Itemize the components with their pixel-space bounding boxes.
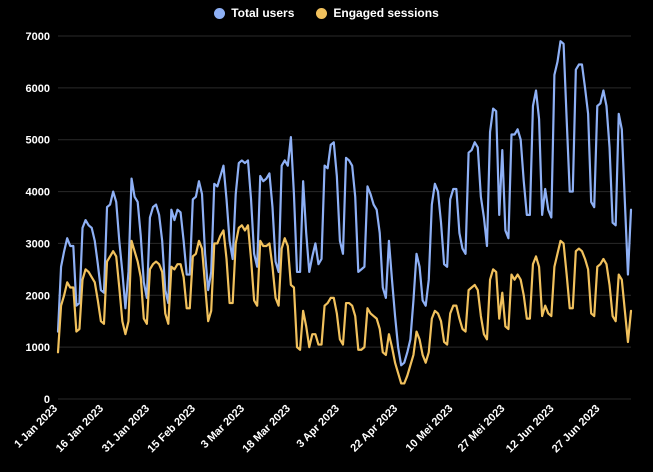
y-tick-label: 2000 [26,290,50,302]
x-tick-label: 15 Feb 2023 [145,403,198,456]
x-tick-label: 27 Mei 2023 [456,403,508,455]
y-tick-label: 4000 [26,187,50,199]
legend-swatch-total-users [214,7,226,19]
y-tick-label: 7000 [26,31,50,43]
y-tick-label: 5000 [26,135,50,147]
x-tick-label: 31 Jan 2023 [100,403,152,455]
x-tick-label: 18 Mar 2023 [240,403,293,456]
x-tick-label: 12 Jun 2023 [504,403,557,456]
x-tick-label: 16 Jan 2023 [54,403,106,455]
x-tick-label: 10 Mei 2023 [404,403,456,455]
legend: Total users Engaged sessions [0,6,653,20]
x-tick-label: 3 Apr 2023 [294,403,342,451]
y-tick-label: 1000 [26,342,50,354]
legend-item-engaged-sessions[interactable]: Engaged sessions [316,6,439,20]
series-line-total-users[interactable] [56,40,633,367]
legend-swatch-engaged-sessions [316,7,328,19]
x-tick-label: 22 Apr 2023 [348,403,400,455]
series-line-engaged-sessions[interactable] [56,224,633,385]
legend-label-total-users: Total users [231,6,295,20]
x-tick-label: 27 Jun 2023 [550,403,603,456]
legend-item-total-users[interactable]: Total users [214,6,294,20]
y-tick-label: 6000 [26,83,50,95]
y-tick-label: 3000 [26,238,50,250]
y-tick-label: 0 [44,394,50,406]
x-tick-label: 1 Jan 2023 [12,403,60,451]
x-tick-label: 3 Mar 2023 [199,403,247,451]
legend-label-engaged-sessions: Engaged sessions [333,6,439,20]
